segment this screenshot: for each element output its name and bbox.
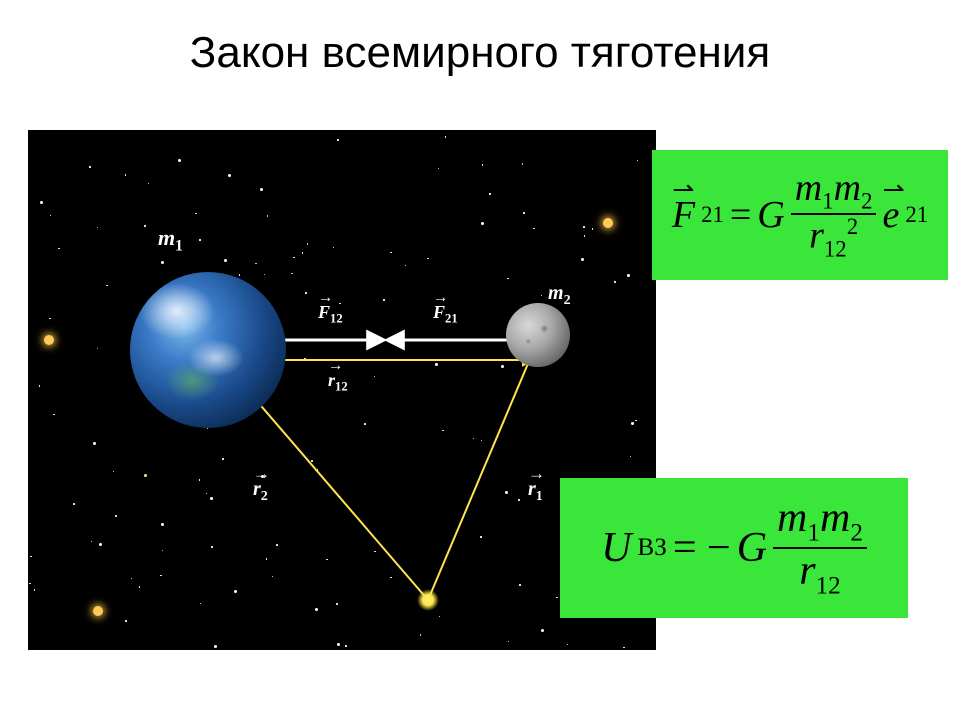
earth xyxy=(130,272,286,428)
star-large xyxy=(603,218,613,228)
star xyxy=(210,497,213,500)
label-r1: r1 xyxy=(528,478,543,505)
label-F12: F12 xyxy=(318,302,343,327)
star xyxy=(161,523,164,526)
formula-force: F21 = G m1m2 r122 e21 xyxy=(652,150,948,280)
star xyxy=(304,358,306,360)
star xyxy=(199,239,201,241)
star xyxy=(364,423,366,425)
star xyxy=(326,559,328,561)
star xyxy=(374,551,376,553)
f1-G: G xyxy=(757,193,784,237)
star xyxy=(195,213,197,215)
star xyxy=(161,261,164,264)
star xyxy=(49,318,51,320)
star xyxy=(125,174,127,176)
star xyxy=(345,645,347,647)
moon xyxy=(506,303,570,367)
star xyxy=(266,558,268,560)
star xyxy=(305,292,307,294)
label-r12: r12 xyxy=(328,370,348,395)
f2-lhs: U xyxy=(601,524,631,572)
star xyxy=(592,228,594,230)
star xyxy=(427,258,429,260)
star xyxy=(89,166,91,168)
star xyxy=(338,496,340,498)
f1-lhs: F xyxy=(672,194,695,236)
vector-r1 xyxy=(428,340,538,600)
formula-potential: UВЗ = − G m1m2 r12 xyxy=(560,478,908,618)
star xyxy=(106,285,108,287)
slide-title: Закон всемирного тяготения xyxy=(0,28,960,78)
star xyxy=(435,363,438,366)
star xyxy=(224,259,227,262)
f1-rhs: e xyxy=(882,194,899,236)
star xyxy=(480,536,482,538)
star xyxy=(337,139,339,141)
star xyxy=(311,460,313,462)
star xyxy=(99,543,102,546)
star xyxy=(115,515,117,517)
star xyxy=(307,243,309,245)
star xyxy=(317,469,319,471)
label-m1: m1 xyxy=(158,225,183,255)
star-large xyxy=(93,606,103,616)
star xyxy=(228,174,231,177)
origin-point xyxy=(417,589,439,611)
star xyxy=(276,544,278,546)
slide: Закон всемирного тяготения m1m2F12F21r12… xyxy=(0,0,960,720)
star xyxy=(623,647,625,649)
star xyxy=(583,226,585,228)
star xyxy=(144,225,146,227)
star xyxy=(533,228,535,230)
star xyxy=(255,263,257,265)
star xyxy=(519,584,521,586)
star xyxy=(211,546,213,548)
label-F21: F21 xyxy=(433,302,458,327)
star xyxy=(291,273,293,275)
star xyxy=(383,299,385,301)
star xyxy=(214,645,217,648)
star xyxy=(160,575,162,577)
star-large xyxy=(44,335,54,345)
label-r2: r2 xyxy=(253,478,268,505)
star xyxy=(581,258,584,261)
star xyxy=(445,136,447,138)
label-m2: m2 xyxy=(548,282,571,309)
star xyxy=(73,503,75,505)
star xyxy=(125,620,127,622)
f1-lhs-sub: 21 xyxy=(701,202,724,228)
star xyxy=(523,212,525,214)
star xyxy=(518,499,520,501)
star xyxy=(336,603,338,605)
star xyxy=(614,281,616,283)
star xyxy=(222,458,224,460)
star xyxy=(489,193,491,195)
